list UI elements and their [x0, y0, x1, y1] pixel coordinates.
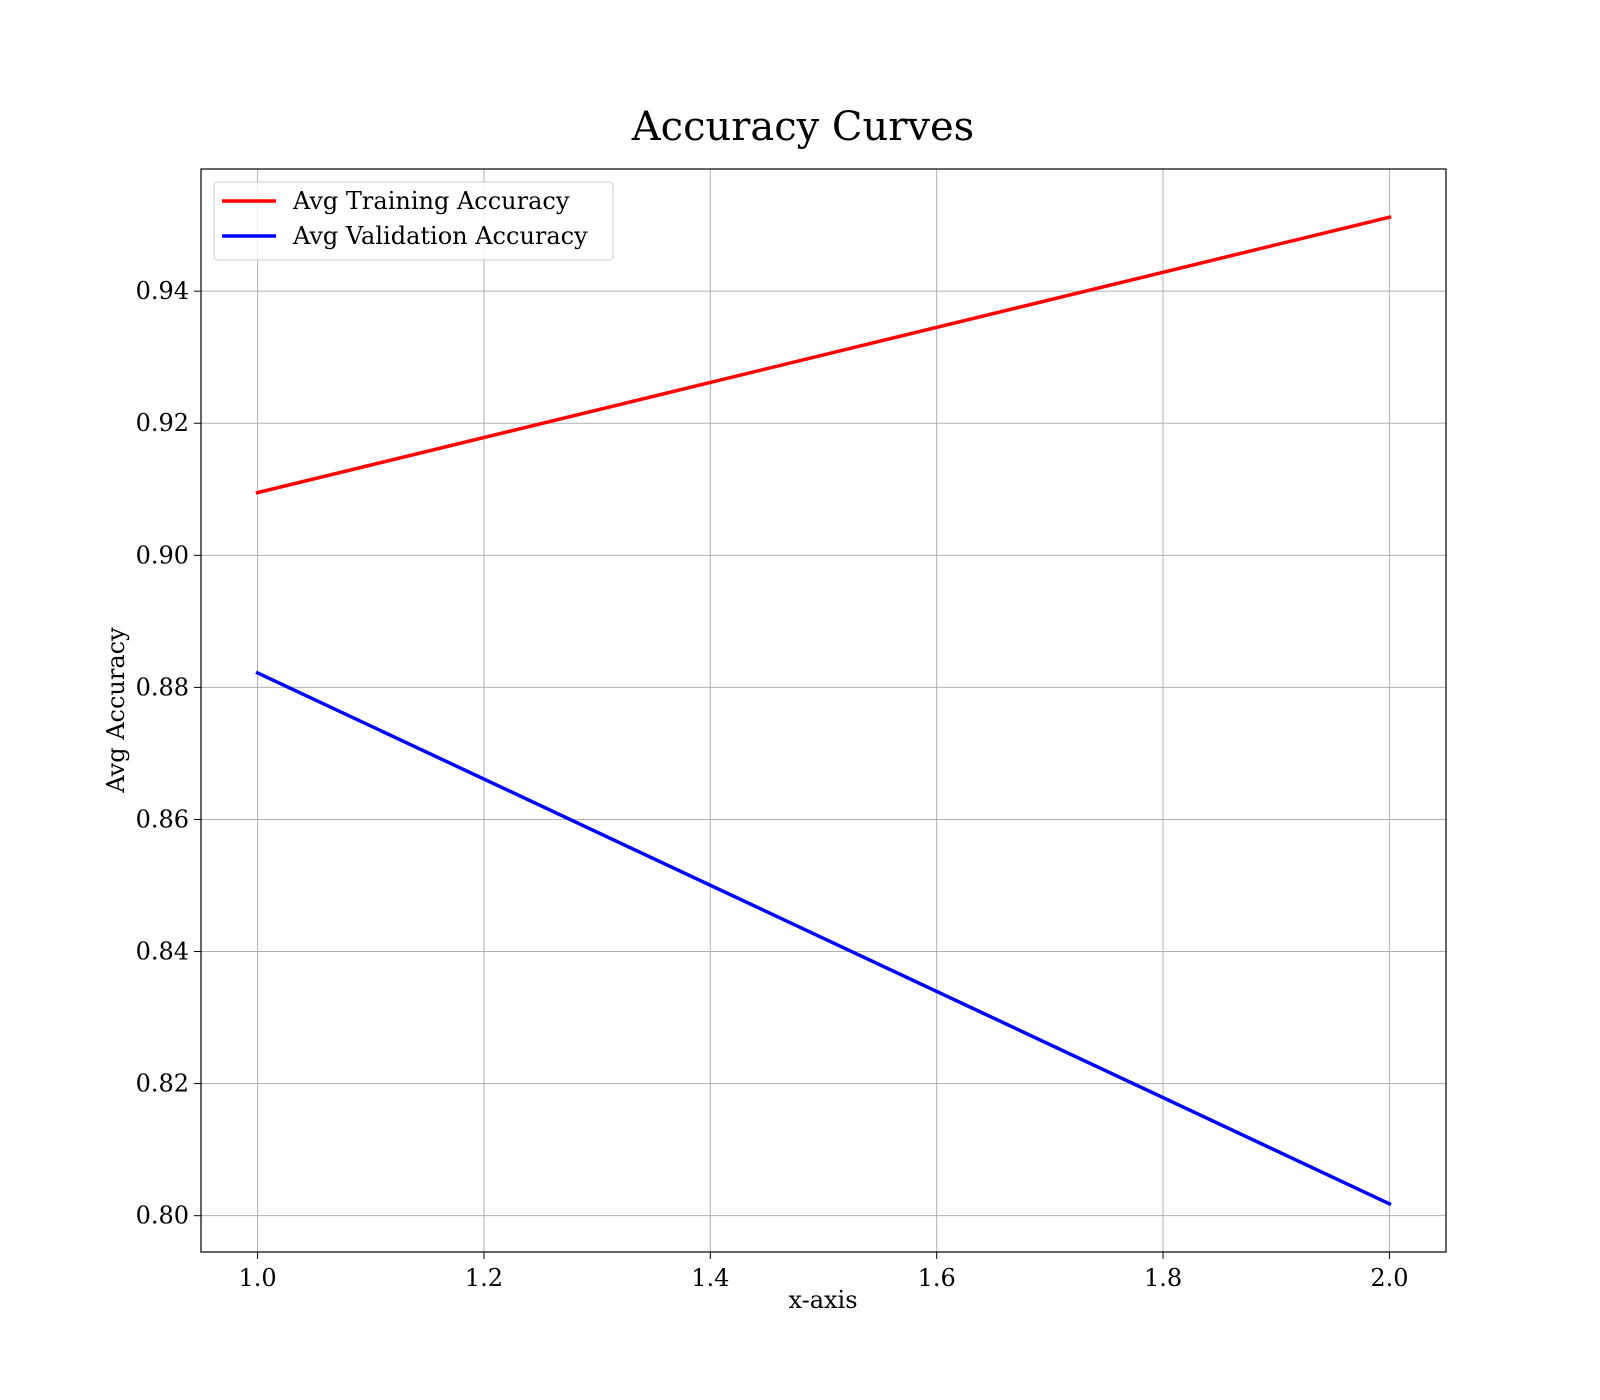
y-tick-label: 0.84: [136, 938, 189, 966]
x-tick-label: 1.0: [239, 1264, 277, 1292]
x-tick-label: 1.4: [691, 1264, 729, 1292]
grid-layer: [201, 169, 1446, 1252]
y-tick-label: 0.82: [136, 1070, 189, 1098]
x-axis-label: x-axis: [788, 1286, 857, 1314]
x-tick-label: 1.6: [918, 1264, 956, 1292]
x-tick-label: 2.0: [1370, 1264, 1408, 1292]
y-axis: 0.80 0.82 0.84 0.86 0.88 0.90 0.92 0.94: [136, 277, 201, 1230]
legend-label-training: Avg Training Accuracy: [292, 187, 570, 215]
y-tick-label: 0.86: [136, 805, 189, 833]
x-axis: 1.0 1.2 1.4 1.6 1.8 2.0: [239, 1252, 1408, 1292]
y-axis-label: Avg Accuracy: [102, 627, 130, 794]
x-tick-label: 1.2: [465, 1264, 503, 1292]
chart-title: Accuracy Curves: [631, 104, 974, 150]
legend: Avg Training Accuracy Avg Validation Accu…: [213, 181, 614, 261]
y-tick-label: 0.90: [136, 541, 189, 569]
legend-frame: [213, 181, 614, 261]
y-tick-label: 0.88: [136, 673, 189, 701]
x-tick-label: 1.8: [1144, 1264, 1182, 1292]
plot-area-frame: [200, 168, 1447, 1253]
y-tick-label: 0.92: [136, 409, 189, 437]
series-line-training: [255, 215, 1392, 495]
y-tick-label: 0.94: [136, 277, 189, 305]
series-line-validation: [255, 670, 1392, 1207]
y-tick-label: 0.80: [136, 1202, 189, 1230]
series-layer: [255, 215, 1392, 1207]
legend-label-validation: Avg Validation Accuracy: [292, 222, 588, 250]
